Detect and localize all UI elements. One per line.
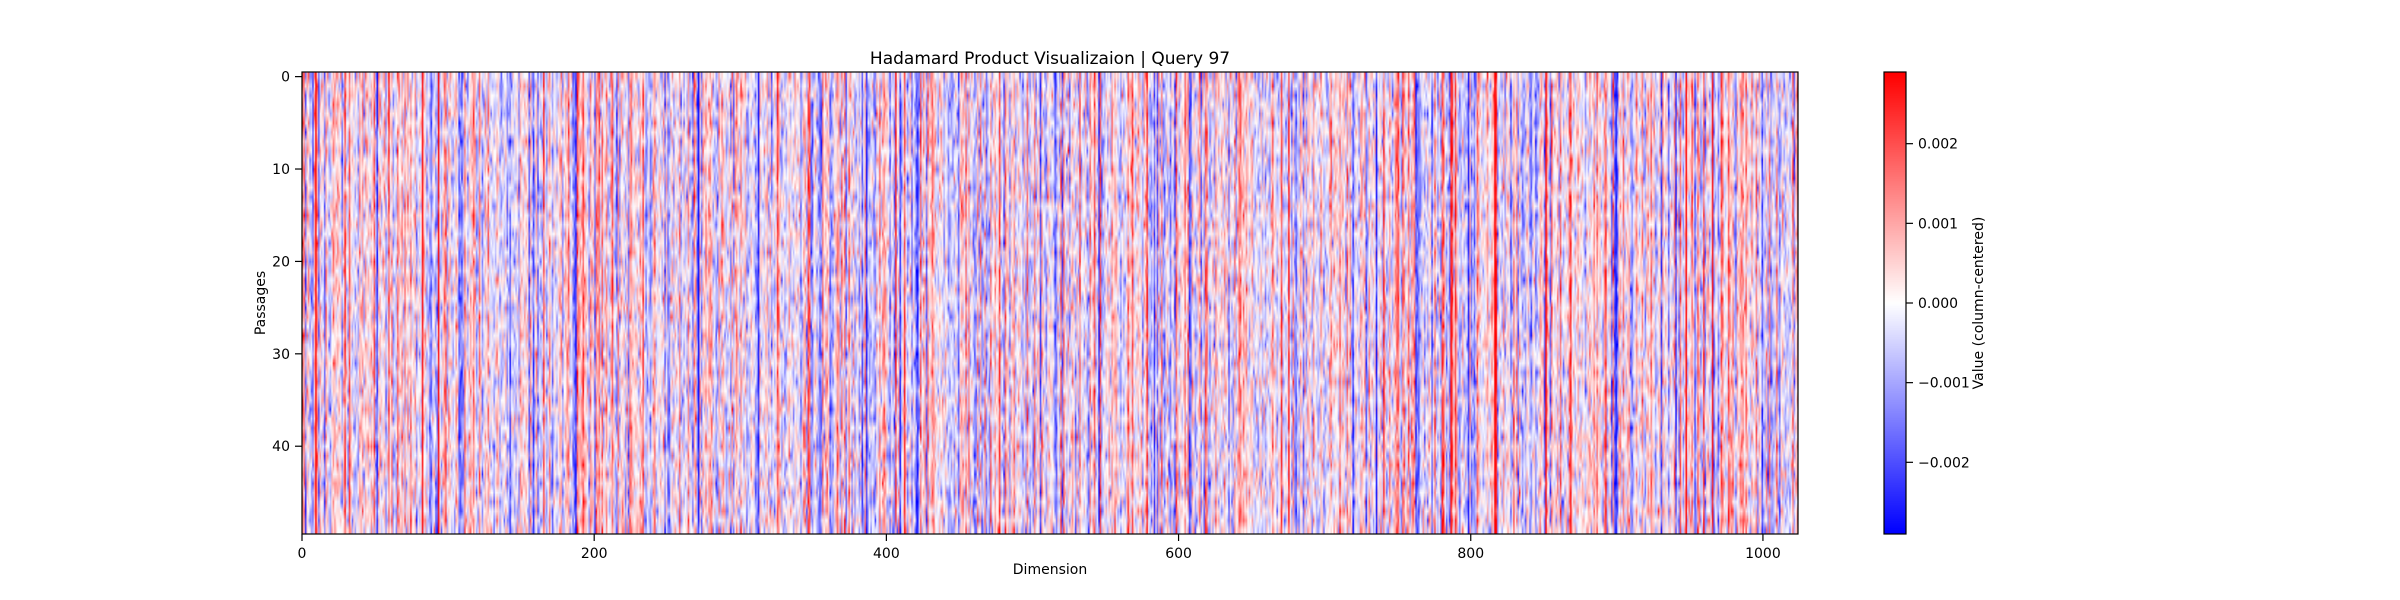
colorbar-label: Value (column-centered): [1971, 217, 1987, 390]
x-tick-label: 600: [1165, 546, 1192, 562]
colorbar-tick-label: −0.001: [1918, 376, 1970, 392]
plot-frame: [301, 71, 1799, 535]
y-tick-label: 30: [272, 347, 290, 363]
x-tick-label: 0: [298, 546, 307, 562]
heatmap-plot-area: [301, 71, 1799, 535]
colorbar-tick-label: −0.002: [1918, 455, 1970, 471]
y-tick-label: 0: [281, 70, 290, 86]
x-tick-label: 200: [581, 546, 608, 562]
x-axis-label: Dimension: [1013, 562, 1087, 578]
y-tick-label: 10: [272, 162, 290, 178]
x-axis-ticks: 0 200 400 600 800 1000: [298, 534, 1781, 562]
chart-title: Hadamard Product Visualizaion | Query 97: [870, 49, 1230, 69]
colorbar-ticks: −0.002 −0.001 0.000 0.001 0.002: [1906, 137, 1970, 471]
y-axis-ticks: 0 10 20 30 40: [272, 70, 302, 455]
x-tick-label: 1000: [1745, 546, 1781, 562]
heatmap-image: [302, 72, 1798, 534]
y-axis-label: Passages: [253, 271, 269, 335]
x-tick-label: 400: [873, 546, 900, 562]
colorbar-tick-label: 0.000: [1918, 296, 1958, 312]
y-tick-label: 20: [272, 254, 290, 270]
colorbar-tick-label: 0.001: [1918, 216, 1958, 232]
x-tick-label: 800: [1457, 546, 1484, 562]
colorbar-gradient: [1884, 72, 1906, 534]
colorbar: −0.002 −0.001 0.000 0.001 0.002 Value (colum…: [1883, 71, 1987, 535]
y-tick-label: 40: [272, 439, 290, 455]
colorbar-tick-label: 0.002: [1918, 137, 1958, 153]
